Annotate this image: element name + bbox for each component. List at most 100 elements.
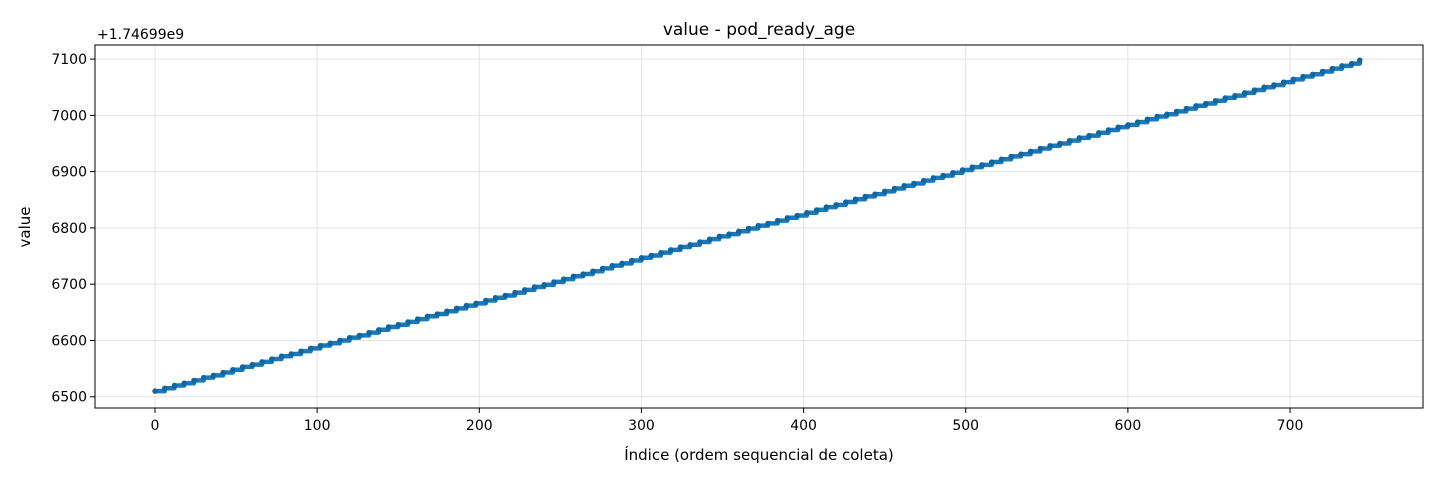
series-point (356, 332, 363, 339)
series-point (901, 182, 907, 189)
series-point (483, 297, 489, 304)
y-tick-label: 6800 (51, 221, 87, 237)
series-point (521, 287, 528, 293)
series-point (1154, 113, 1160, 120)
y-tick-label: 7100 (51, 52, 87, 68)
series-point (687, 242, 693, 248)
series-point (998, 156, 1005, 162)
series-point (424, 313, 431, 319)
series-point (220, 369, 226, 376)
x-tick-label: 0 (151, 418, 160, 434)
series-point (745, 225, 752, 232)
series-point (823, 204, 829, 210)
series-point (531, 284, 538, 290)
series-point (1144, 116, 1151, 122)
x-tick-label: 700 (1277, 418, 1304, 434)
series-point (979, 162, 985, 168)
series-point (434, 311, 440, 317)
x-tick-label: 500 (952, 418, 979, 434)
series-point (1232, 92, 1238, 99)
series-point (1008, 153, 1014, 160)
x-axis-label: Índice (ordem sequencial de coleta) (624, 445, 894, 464)
series-point (385, 324, 392, 330)
series-point (784, 215, 791, 221)
series-point (638, 255, 645, 261)
series-point (930, 175, 937, 181)
series-point (1066, 137, 1073, 144)
series-point (278, 353, 285, 359)
series-point (1339, 63, 1345, 69)
series-point (1319, 68, 1326, 75)
series-point (911, 180, 917, 187)
series-point (1222, 95, 1228, 101)
series-point (230, 367, 236, 373)
series-point (852, 196, 859, 202)
series-point (162, 385, 168, 392)
series-point (1271, 82, 1277, 88)
series-point (414, 316, 421, 322)
series-point (629, 257, 635, 264)
series-point (366, 329, 372, 336)
x-axis: 0 100 200 300 400 500 600 700 (151, 408, 1304, 434)
series-point (872, 191, 878, 197)
series-point (1086, 132, 1092, 139)
series-point (492, 294, 499, 301)
series-point (667, 247, 674, 253)
series-point (337, 337, 343, 344)
y-tick-label: 6600 (51, 333, 87, 349)
series-point (317, 342, 324, 349)
series-point (453, 305, 460, 312)
series-point (774, 217, 781, 224)
x-tick-label: 600 (1115, 418, 1142, 434)
series-point (1173, 108, 1180, 115)
series-point (677, 244, 684, 250)
series-point (346, 334, 353, 341)
series-point (755, 222, 761, 229)
series-markers (152, 57, 1363, 394)
series-point (988, 159, 995, 165)
series-point (181, 380, 187, 386)
series-point (200, 374, 207, 381)
series-point (239, 364, 246, 370)
x-tick-label: 200 (466, 418, 493, 434)
series-point (1115, 124, 1121, 130)
series-point (541, 282, 547, 288)
x-tick-label: 100 (304, 418, 331, 434)
series-point (813, 207, 820, 213)
series-point (697, 239, 703, 245)
series-point (1076, 135, 1082, 141)
series-point (590, 268, 596, 274)
y-tick-label: 6700 (51, 277, 87, 293)
series-point (1125, 122, 1131, 128)
series-point (376, 327, 382, 333)
series-point (881, 188, 888, 195)
y-tick-label: 6900 (51, 165, 87, 181)
series-point (1105, 127, 1112, 133)
series-point (969, 164, 975, 170)
series-point (1357, 57, 1363, 63)
series-point (658, 249, 664, 256)
series-point (463, 302, 470, 309)
series-point (950, 170, 956, 176)
series-point (444, 308, 450, 314)
y-axis-label: value (16, 207, 34, 248)
series-point (765, 220, 771, 227)
series-point (1280, 79, 1287, 85)
series-point (940, 172, 946, 179)
series-point (171, 382, 178, 389)
series-point (862, 193, 868, 200)
series-point (891, 185, 898, 192)
y-tick-label: 7000 (51, 108, 87, 124)
series-point (804, 210, 810, 216)
series-point (249, 361, 255, 368)
series-point (1027, 148, 1034, 155)
series-point (1203, 100, 1209, 107)
series-point (1300, 73, 1306, 80)
series-point (1183, 105, 1189, 112)
series-point (609, 262, 615, 269)
series-point (833, 202, 839, 208)
series-point (327, 340, 333, 346)
series-point (1037, 145, 1044, 152)
